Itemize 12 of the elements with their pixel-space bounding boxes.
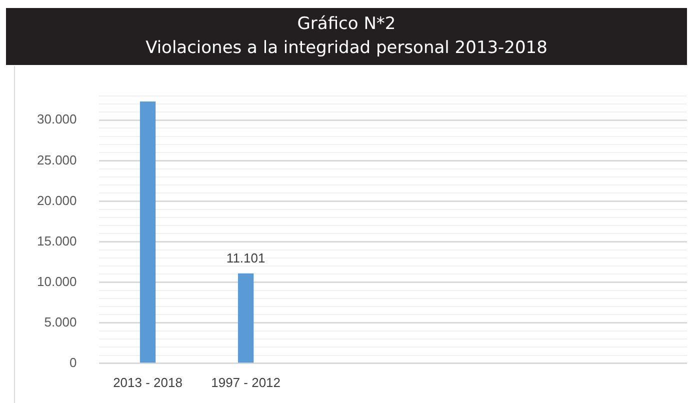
chart-title: Gráfico N*2 xyxy=(296,13,397,36)
data-label: 11.101 xyxy=(226,250,266,266)
y-tick-label: 0 xyxy=(70,354,77,370)
y-tick-label: 25.000 xyxy=(36,152,77,168)
y-tick-label: 5.000 xyxy=(44,314,77,330)
y-tick-label: 15.000 xyxy=(36,233,77,248)
y-tick-label: 30.000 xyxy=(36,112,77,127)
x-tick-label: 1997 - 2012 xyxy=(211,374,281,390)
x-tick-label: 2013 - 2018 xyxy=(113,374,182,390)
y-tick-label: 10.000 xyxy=(36,274,77,289)
chart-subtitle: Violaciones a la integridad personal 2013-2018 xyxy=(144,37,548,60)
y-tick-label: 20.000 xyxy=(36,192,77,208)
